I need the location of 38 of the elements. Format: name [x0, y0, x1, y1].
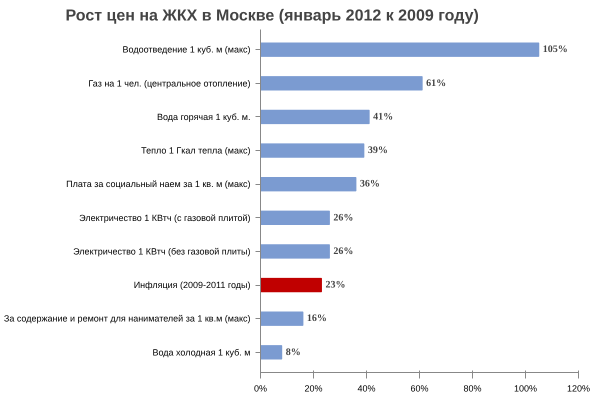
bar	[260, 76, 423, 91]
y-tick-label: Инфляция (2009-2011 годы)	[134, 280, 251, 290]
x-tick-label: 0%	[254, 384, 268, 394]
y-tick-label: Тепло 1 Гкал тепла (макс)	[141, 146, 251, 156]
data-label: 16%	[306, 313, 327, 324]
y-tick-label: Газ на 1 чел. (центральное отопление)	[88, 78, 251, 88]
chart-title: Рост цен на ЖКХ в Москве (январь 2012 к 2009 году)	[66, 8, 479, 24]
x-tick-label: 80%	[463, 384, 482, 394]
y-tick-label: Вода холодная 1 куб. м	[152, 347, 251, 358]
bar	[260, 345, 282, 360]
data-label: 41%	[373, 111, 394, 122]
y-tick-label: Вода горячая 1 куб. м.	[157, 112, 251, 122]
x-tick-label: 20%	[304, 384, 323, 394]
data-label: 23%	[325, 280, 346, 291]
bar	[260, 42, 540, 57]
y-tick-label: За содержание и ремонт для нанимателей за 1 кв.м (макс)	[4, 314, 251, 324]
y-tick-label: Водоотведение 1 куб. м (макс)	[122, 44, 251, 55]
y-tick-label: Электричество 1 КВтч (без газовой плиты)	[73, 246, 251, 256]
x-tick-label: 40%	[357, 384, 376, 394]
x-tick-label: 120%	[566, 384, 590, 394]
data-label: 61%	[426, 78, 446, 89]
bar	[260, 311, 304, 326]
x-tick-label: 60%	[410, 384, 429, 394]
bar	[260, 143, 364, 158]
data-label: 26%	[333, 246, 354, 257]
data-label: 105%	[542, 44, 568, 56]
x-tick-label: 100%	[514, 384, 538, 394]
data-label: 26%	[333, 212, 354, 224]
bar	[260, 176, 356, 192]
data-label: 8%	[286, 346, 301, 358]
data-label: 39%	[368, 145, 388, 156]
y-tick-label: Плата за социальный наем за 1 кв. м (макс)	[66, 179, 251, 190]
data-label: 36%	[360, 178, 380, 190]
bar	[260, 244, 330, 259]
y-tick-label: Электричество 1 КВтч (с газовой плитой)	[79, 212, 251, 223]
bar	[260, 210, 330, 226]
bar	[260, 110, 370, 124]
bar	[260, 278, 322, 292]
